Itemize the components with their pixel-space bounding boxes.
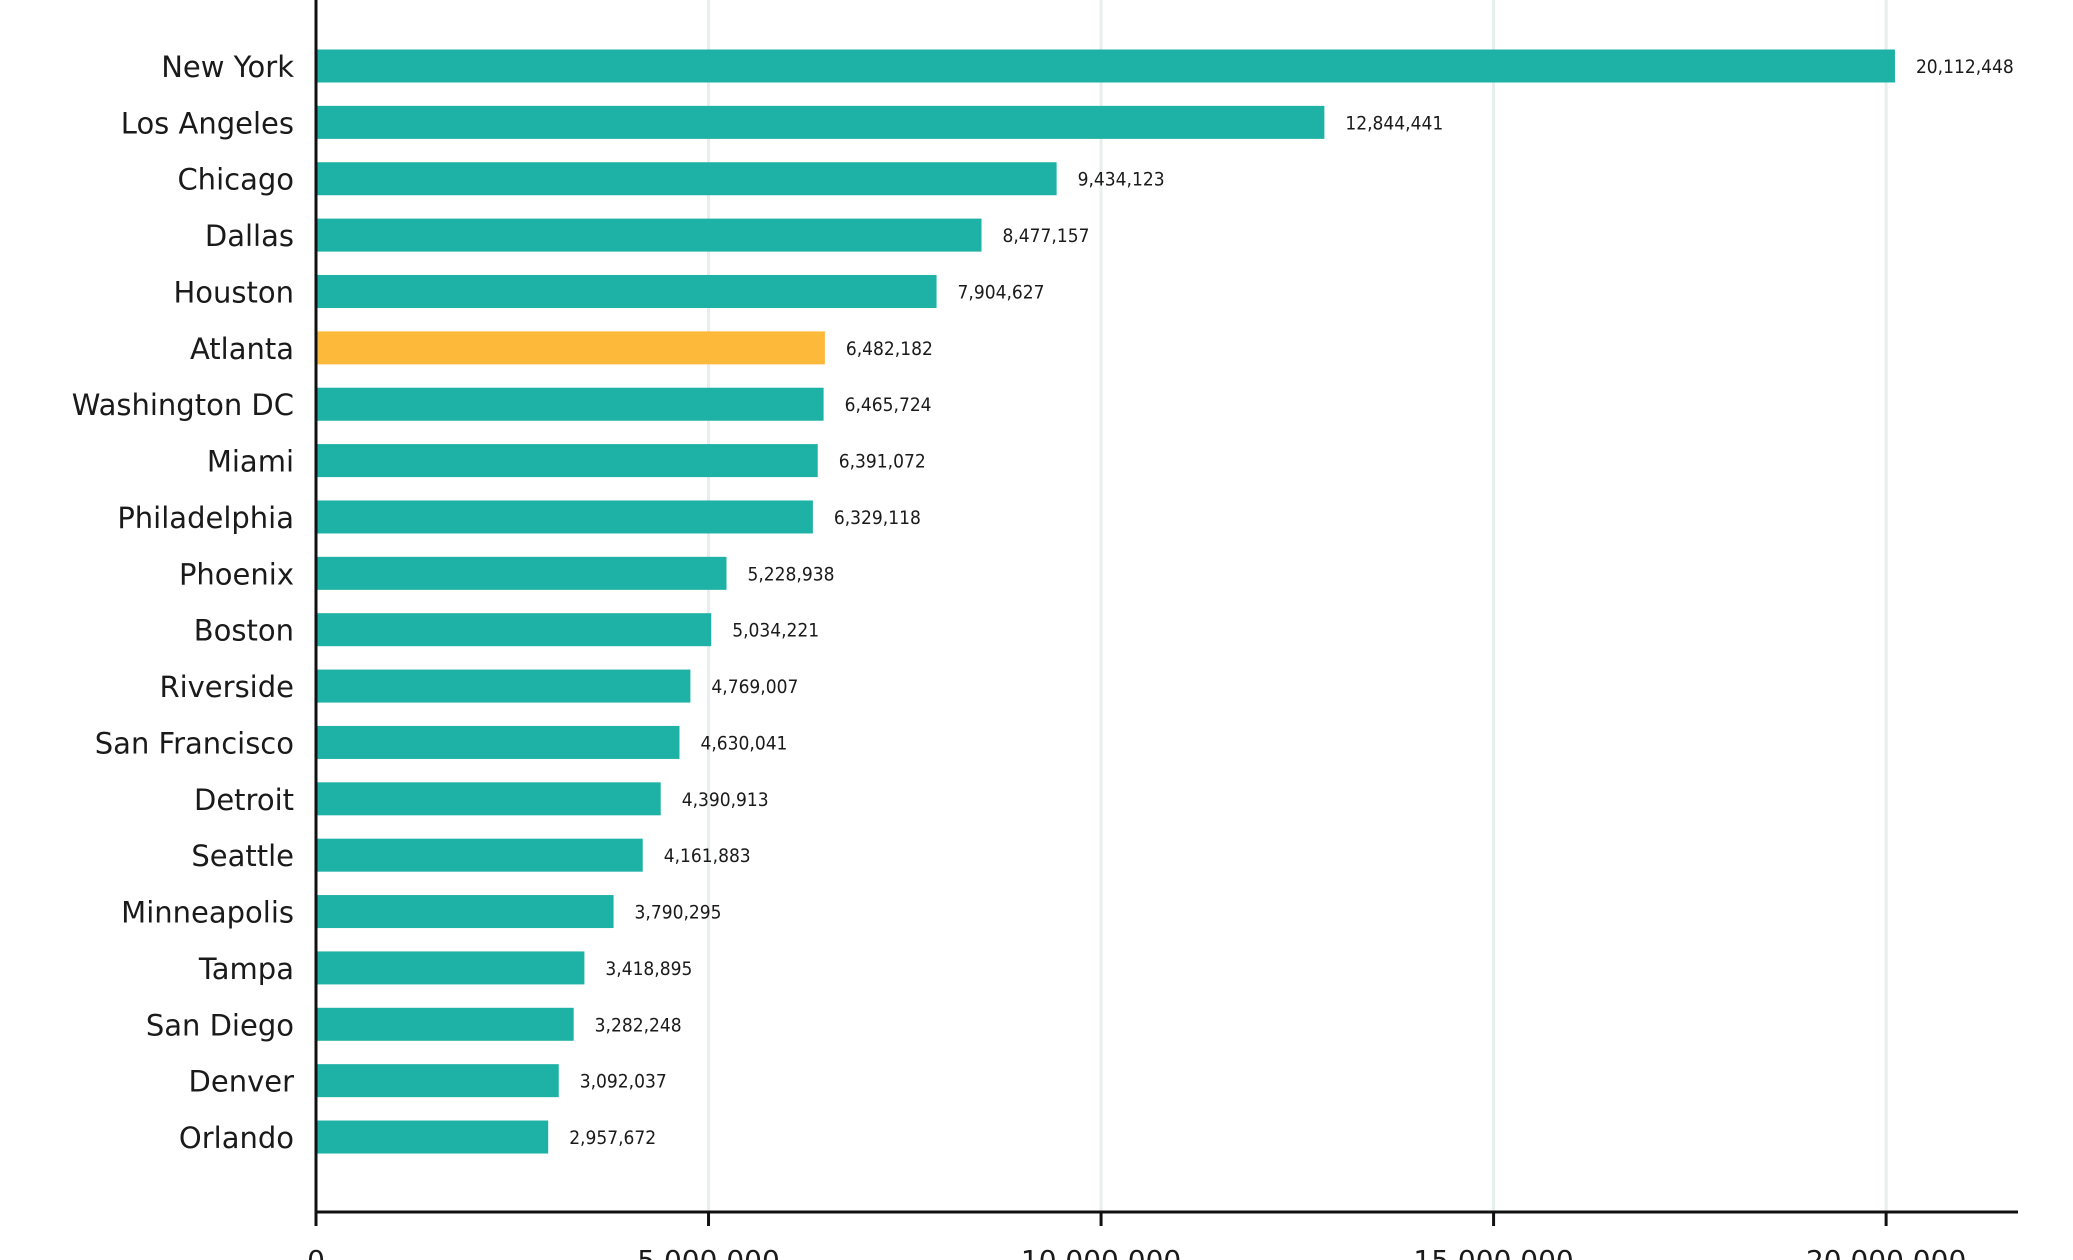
value-label: 4,630,041 xyxy=(700,732,787,754)
value-label: 12,844,441 xyxy=(1345,112,1443,134)
bar xyxy=(316,274,937,308)
category-label: Philadelphia xyxy=(117,501,294,535)
category-label: Orlando xyxy=(179,1121,294,1155)
value-label: 7,904,627 xyxy=(958,281,1045,303)
category-label: Atlanta xyxy=(190,332,294,366)
bar xyxy=(316,838,643,872)
category-label: Seattle xyxy=(191,839,294,873)
category-label: Phoenix xyxy=(179,557,294,591)
bar xyxy=(316,500,813,534)
category-label: Boston xyxy=(194,614,294,648)
bar xyxy=(316,725,680,759)
category-label: Minneapolis xyxy=(121,896,294,930)
bar xyxy=(316,387,824,421)
category-label: Riverside xyxy=(159,670,294,704)
bar xyxy=(316,951,585,985)
bar xyxy=(316,331,825,365)
category-label: Chicago xyxy=(177,163,294,197)
value-label: 3,282,248 xyxy=(595,1014,682,1036)
bar xyxy=(316,895,614,929)
value-label: 6,329,118 xyxy=(834,507,921,529)
x-tick-label: 15,000,000 xyxy=(1413,1244,1573,1260)
bar xyxy=(316,669,691,703)
bar xyxy=(316,1064,559,1098)
bar xyxy=(316,1120,549,1154)
value-label: 2,957,672 xyxy=(569,1127,656,1149)
bar xyxy=(316,105,1325,139)
category-label: New York xyxy=(161,50,294,84)
value-label: 8,477,157 xyxy=(1003,225,1090,247)
bar xyxy=(316,444,818,478)
x-tick-label: 5,000,000 xyxy=(637,1244,780,1260)
x-tick-label: 20,000,000 xyxy=(1806,1244,1966,1260)
category-label: Los Angeles xyxy=(121,106,294,140)
value-label: 6,391,072 xyxy=(839,451,926,473)
value-label: 5,228,938 xyxy=(748,563,835,585)
bar xyxy=(316,49,1895,83)
category-label: Washington DC xyxy=(72,388,294,422)
value-label: 4,161,883 xyxy=(664,845,751,867)
value-label: 6,482,182 xyxy=(846,338,933,360)
value-label: 3,418,895 xyxy=(605,958,692,980)
value-label: 4,769,007 xyxy=(711,676,798,698)
category-label: Miami xyxy=(207,445,294,479)
category-label: Tampa xyxy=(198,952,294,986)
bar xyxy=(316,782,661,816)
value-label: 3,092,037 xyxy=(580,1071,667,1093)
value-label: 6,465,724 xyxy=(845,394,932,416)
category-label: Dallas xyxy=(205,219,294,253)
value-label: 5,034,221 xyxy=(732,620,819,642)
x-tick-label: 0 xyxy=(307,1244,325,1260)
value-label: 4,390,913 xyxy=(682,789,769,811)
category-label: Houston xyxy=(173,275,294,309)
bar xyxy=(316,556,727,590)
category-label: San Francisco xyxy=(95,726,294,760)
value-label: 3,790,295 xyxy=(635,902,722,924)
bar xyxy=(316,1007,574,1041)
category-label: Detroit xyxy=(194,783,294,817)
category-label: Denver xyxy=(189,1065,295,1099)
bar xyxy=(316,218,982,252)
category-label: San Diego xyxy=(146,1008,294,1042)
x-tick-label: 10,000,000 xyxy=(1021,1244,1181,1260)
value-label: 20,112,448 xyxy=(1916,56,2014,78)
value-label: 9,434,123 xyxy=(1078,169,1165,191)
bar xyxy=(316,613,712,647)
bar xyxy=(316,162,1057,196)
